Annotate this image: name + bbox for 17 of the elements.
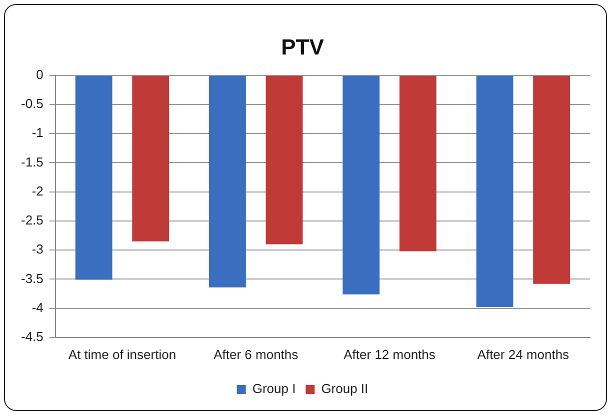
x-tick-label: At time of insertion — [68, 346, 176, 362]
y-tick-label: -4 — [32, 300, 44, 315]
chart-title: PTV — [281, 34, 324, 60]
x-tick-label: After 6 months — [214, 346, 299, 362]
legend-label: Group II — [321, 381, 368, 396]
y-tick-label: -2 — [32, 183, 44, 198]
y-tick-label: -2.5 — [20, 212, 44, 228]
y-tick-label: -4.5 — [20, 328, 44, 344]
legend-label: Group I — [252, 381, 296, 396]
y-tick-label: -3.5 — [20, 270, 44, 286]
x-tick-label: After 24 months — [477, 346, 570, 362]
y-tick-label: -1 — [32, 125, 44, 140]
y-tick-label: -1.5 — [20, 154, 44, 170]
y-tick-label: -3 — [32, 242, 44, 257]
x-tick-label: After 12 months — [344, 346, 436, 362]
y-tick-label: 0 — [36, 66, 44, 82]
y-tick-label: -0.5 — [20, 96, 44, 112]
